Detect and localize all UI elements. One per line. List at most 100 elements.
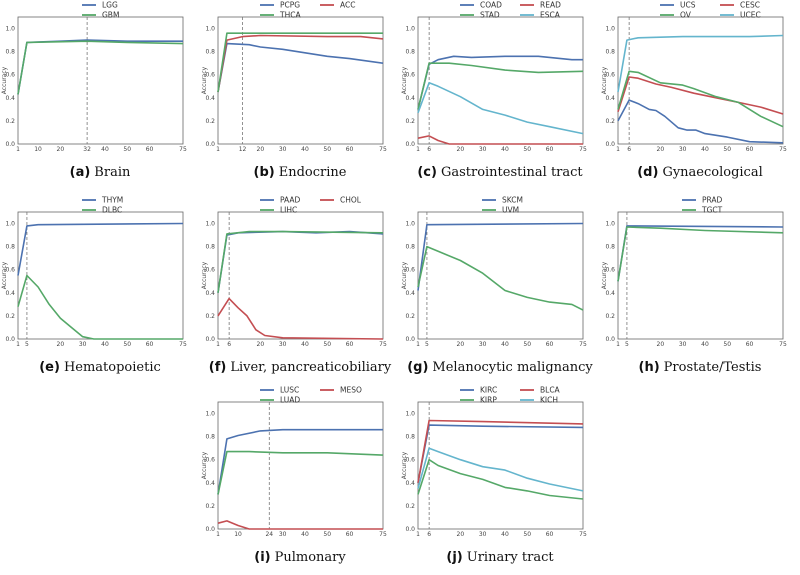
caption-tag: (i) [254, 550, 270, 565]
chart-panel: 0.0 0.2 0.4 0.6 0.8 1.0 1 5 20 30 40 50 60 75 Accuracy… [600, 195, 800, 385]
x-tick-label: 6 [227, 341, 231, 348]
legend-item: TGCT [682, 206, 723, 215]
caption-tag: (g) [407, 360, 428, 375]
caption-title: Hematopoietic [64, 360, 161, 375]
y-tick-label: 0.2 [405, 118, 415, 125]
panel-caption: (d) Gynaecological [637, 165, 763, 180]
legend-item: CHOL [320, 196, 362, 205]
x-tick-label: 60 [546, 531, 554, 538]
x-tick-label: 40 [101, 146, 109, 153]
panel-caption: (f) Liver, pancreaticobiliary [209, 360, 392, 375]
x-tick-label: 1 [16, 146, 20, 153]
x-tick-label: 50 [323, 531, 331, 538]
legend-label: READ [540, 1, 561, 10]
y-tick-label: 0.4 [5, 95, 15, 102]
panel-caption: (j) Urinary tract [446, 550, 554, 565]
y-tick-label: 0.0 [5, 141, 15, 148]
x-tick-label: 50 [523, 146, 531, 153]
x-tick-label: 75 [579, 531, 587, 538]
chart-svg: 0.0 0.2 0.4 0.6 0.8 1.0 1 10 24 30 40 50 60 75 Accurac… [201, 386, 387, 565]
legend-item: SKCM [482, 196, 523, 205]
y-tick-label: 1.0 [5, 221, 15, 228]
y-tick-label: 0.0 [605, 336, 615, 343]
y-tick-label: 0.8 [205, 244, 215, 251]
y-tick-label: 1.0 [405, 411, 415, 418]
legend-item: MESO [320, 386, 362, 395]
series-line-luad [217, 450, 384, 495]
x-tick-label: 40 [501, 341, 509, 348]
y-tick-label: 0.2 [405, 503, 415, 510]
legend-label: PRAD [702, 196, 723, 205]
panel-caption: (g) Melanocytic malignancy [407, 360, 593, 375]
chart-panel: 0.0 0.2 0.4 0.6 0.8 1.0 1 5 20 30 40 50 60 75 Accuracy… [0, 195, 200, 385]
series-line-read [417, 135, 583, 145]
legend-label: BLCA [540, 386, 561, 395]
x-tick-label: 60 [146, 341, 154, 348]
legend-item: KICH [520, 396, 558, 405]
x-tick-label: 60 [746, 146, 754, 153]
series-line-lusc [217, 428, 383, 495]
y-tick-label: 0.0 [205, 526, 215, 533]
x-tick-label: 60 [346, 146, 354, 153]
x-tick-label: 20 [57, 146, 65, 153]
legend-item: PRAD [682, 196, 723, 205]
caption-title: Brain [94, 165, 131, 180]
x-tick-label: 10 [34, 146, 42, 153]
legend-label: LUAD [280, 396, 300, 405]
x-tick-label: 20 [257, 341, 265, 348]
caption-title: Urinary tract [467, 550, 555, 565]
x-tick-label: 75 [379, 146, 387, 153]
caption-tag: (b) [254, 165, 275, 180]
chart-svg: 0.0 0.2 0.4 0.6 0.8 1.0 1 6 20 30 40 50 60 75 Accuracy… [601, 1, 787, 180]
chart-svg: 0.0 0.2 0.4 0.6 0.8 1.0 1 5 20 30 40 50 60 75 Accuracy… [601, 196, 787, 375]
y-tick-label: 0.8 [605, 49, 615, 56]
chart-panel: 0.0 0.2 0.4 0.6 0.8 1.0 1 5 20 30 40 50 60 75 Accuracy… [400, 195, 600, 385]
x-tick-label: 30 [279, 146, 287, 153]
y-tick-label: 0.8 [605, 244, 615, 251]
y-tick-label: 0.2 [205, 503, 215, 510]
x-tick-label: 40 [301, 531, 309, 538]
x-tick-label: 60 [346, 341, 354, 348]
legend-item: DLBC [82, 206, 122, 215]
legend-label: ESCA [540, 11, 561, 20]
x-tick-label: 75 [179, 341, 187, 348]
caption-tag: (e) [39, 360, 60, 375]
y-tick-label: 0.4 [405, 95, 415, 102]
legend-label: DLBC [102, 206, 122, 215]
series-line-skcm [417, 222, 584, 291]
y-tick-label: 0.8 [405, 434, 415, 441]
legend-label: CESC [740, 1, 760, 10]
caption-title: Liver, pancreaticobiliary [230, 360, 392, 375]
x-tick-label: 75 [579, 146, 587, 153]
chart-panel: 0.0 0.2 0.4 0.6 0.8 1.0 1 10 24 30 40 50 60 75 Accurac… [200, 385, 400, 575]
x-tick-label: 1 [216, 146, 220, 153]
series-line-chol [217, 297, 384, 340]
y-tick-label: 0.2 [205, 118, 215, 125]
panel-caption: (b) Endocrine [254, 165, 347, 180]
plot-area [17, 16, 184, 145]
y-axis-label: Accuracy [201, 451, 208, 479]
legend-label: PAAD [280, 196, 301, 205]
caption-tag: (a) [70, 165, 91, 180]
x-tick-label: 1 [616, 146, 620, 153]
chart-svg: 0.0 0.2 0.4 0.6 0.8 1.0 1 10 20 32 40 50 60 75 Accurac… [1, 1, 187, 180]
y-tick-label: 0.4 [605, 95, 615, 102]
y-axis-label: Accuracy [201, 66, 208, 94]
series-line-tgct [617, 226, 784, 282]
x-tick-label: 30 [279, 341, 287, 348]
legend-label: COAD [480, 1, 502, 10]
x-tick-label: 50 [723, 341, 731, 348]
x-tick-label: 50 [323, 146, 331, 153]
caption-tag: (j) [446, 550, 462, 565]
panel-caption: (e) Hematopoietic [39, 360, 161, 375]
legend-label: KIRC [480, 386, 497, 395]
legend-label: LUSC [280, 386, 299, 395]
y-tick-label: 0.6 [5, 267, 15, 274]
y-tick-label: 0.4 [605, 290, 615, 297]
legend-item: PCPG [260, 1, 300, 10]
legend-label: UVM [502, 206, 519, 215]
y-tick-label: 0.8 [5, 49, 15, 56]
x-tick-label: 75 [779, 146, 787, 153]
x-tick-label: 30 [479, 341, 487, 348]
